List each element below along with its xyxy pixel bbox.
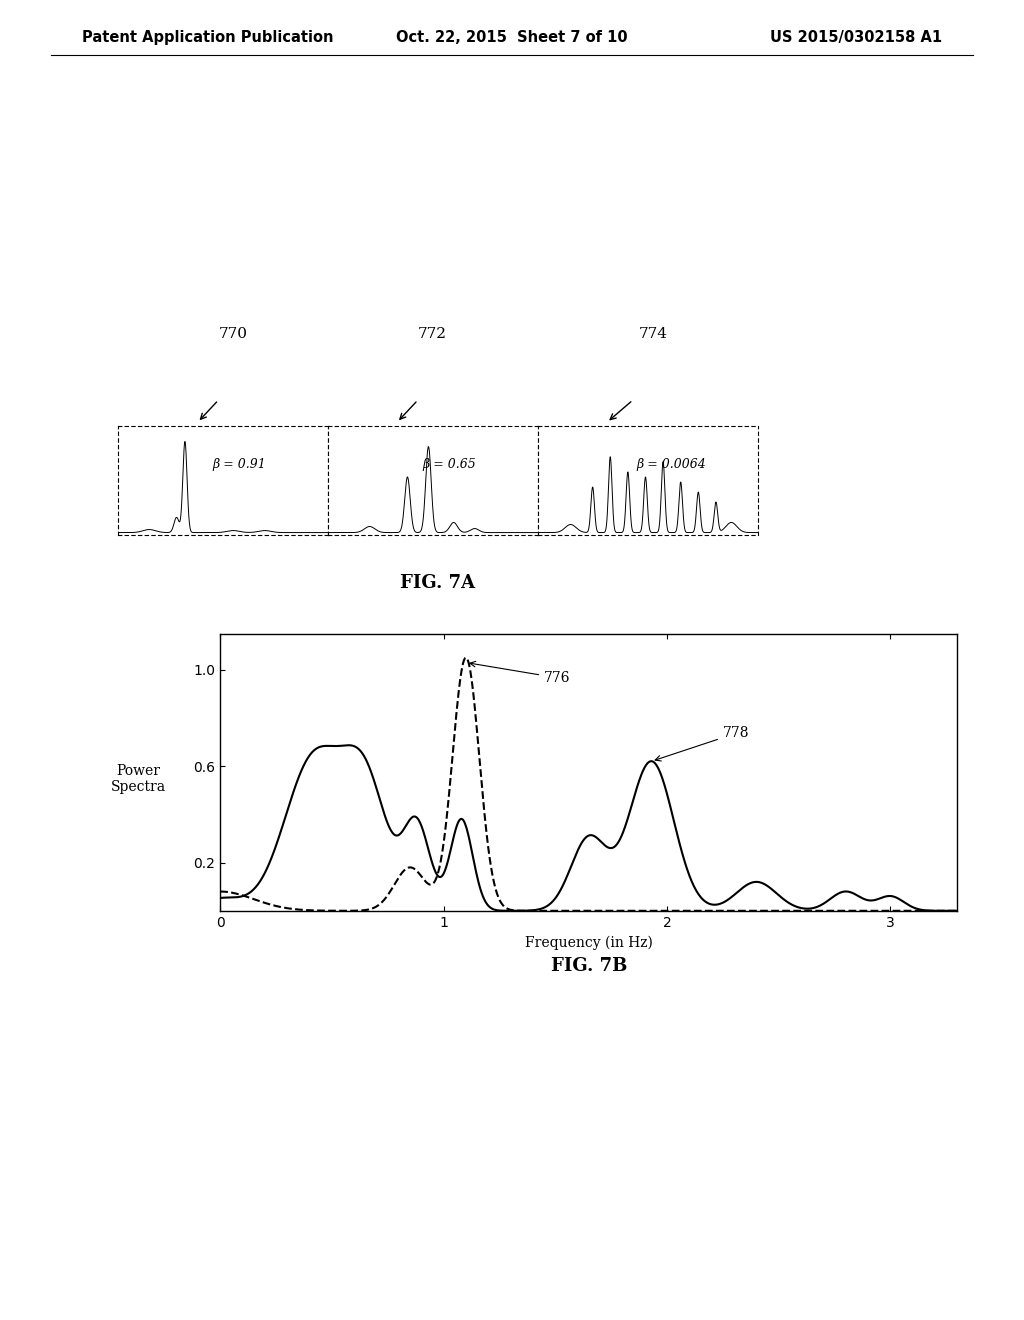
Text: 774: 774 (638, 326, 668, 341)
X-axis label: Frequency (in Hz): Frequency (in Hz) (525, 935, 652, 949)
Text: US 2015/0302158 A1: US 2015/0302158 A1 (770, 30, 942, 45)
Text: 778: 778 (655, 726, 750, 760)
Text: β = 0.91: β = 0.91 (212, 458, 266, 471)
Text: β = 0.65: β = 0.65 (422, 458, 476, 471)
Text: 772: 772 (418, 326, 447, 341)
Text: FIG. 7A: FIG. 7A (400, 574, 475, 593)
Text: Oct. 22, 2015  Sheet 7 of 10: Oct. 22, 2015 Sheet 7 of 10 (396, 30, 628, 45)
Text: 770: 770 (219, 326, 248, 341)
Text: Patent Application Publication: Patent Application Publication (82, 30, 334, 45)
Text: FIG. 7B: FIG. 7B (551, 957, 627, 975)
Text: 776: 776 (470, 661, 570, 685)
Text: β = 0.0064: β = 0.0064 (637, 458, 707, 471)
Text: Power
Spectra: Power Spectra (111, 764, 166, 793)
